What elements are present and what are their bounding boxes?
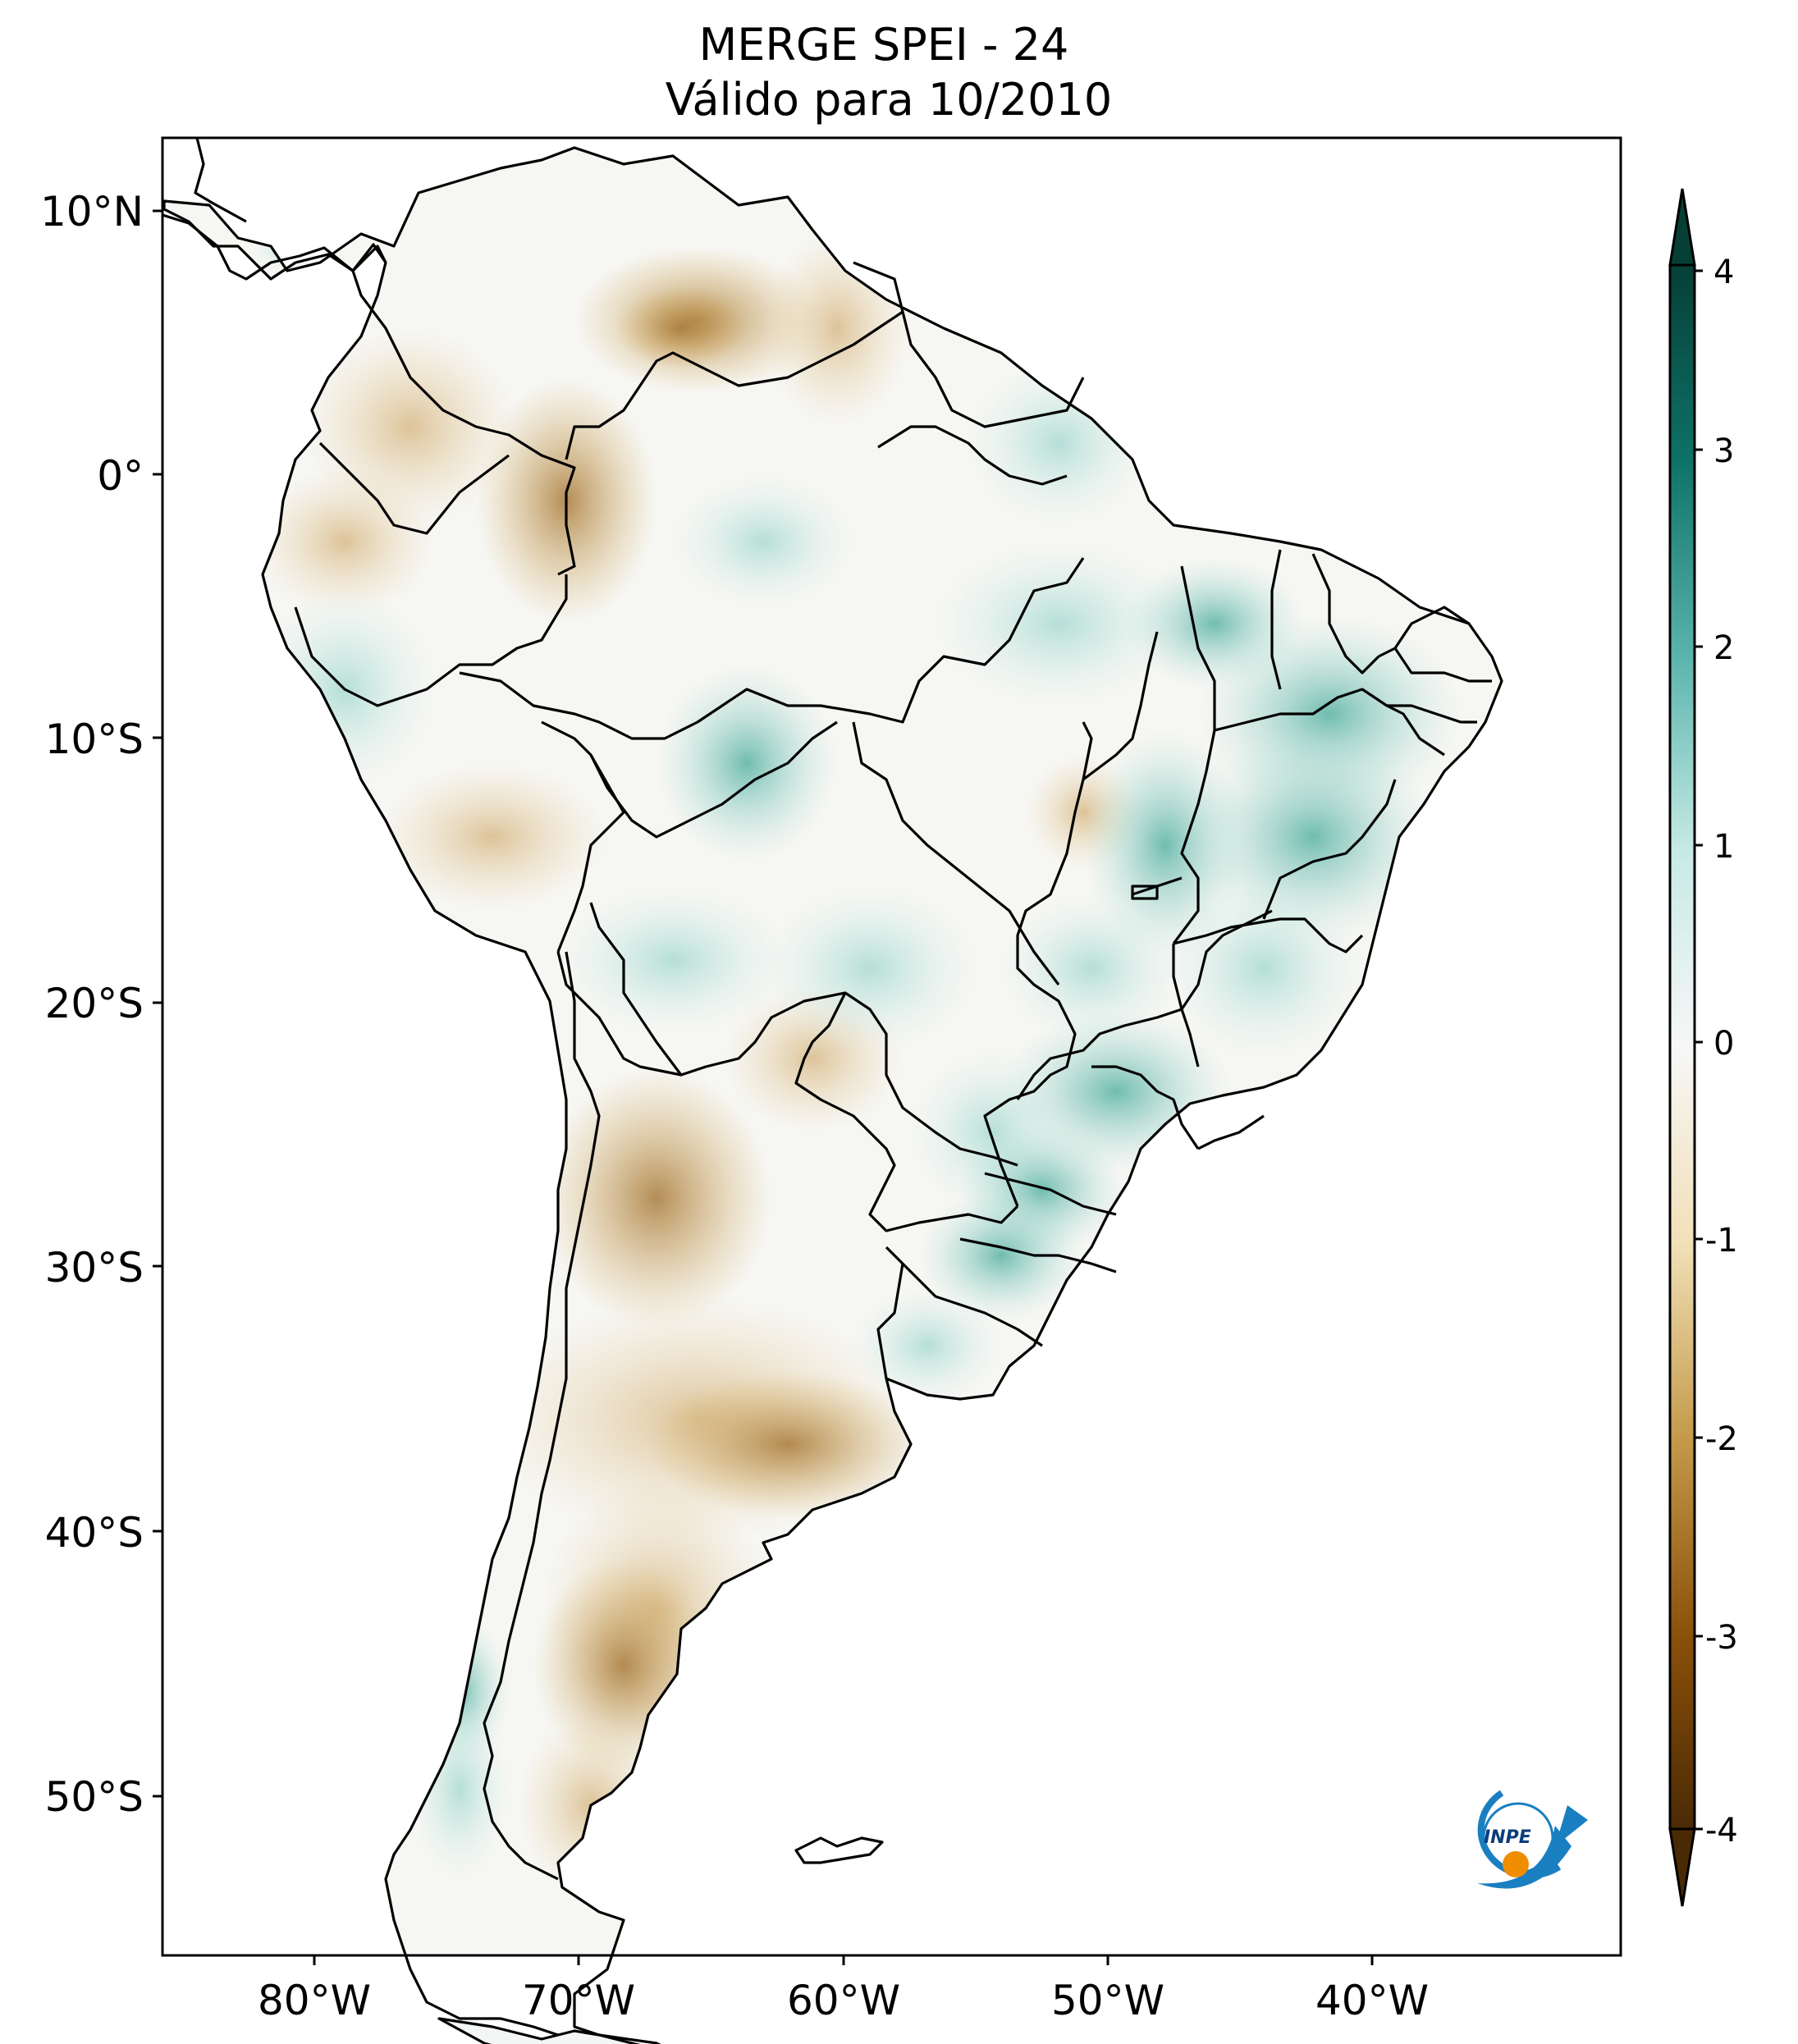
colorbar-tick: 2: [1713, 629, 1734, 667]
colorbar-tick: 0: [1713, 1025, 1734, 1063]
tick-marks: [153, 209, 1374, 1965]
colorbar-tick: 1: [1713, 828, 1734, 866]
lon-label: 40°W: [1315, 1977, 1429, 2024]
colorbar-tick: 4: [1713, 254, 1734, 291]
colorbar-tick: -3: [1705, 1619, 1738, 1657]
colorbar-max-extend: [1668, 188, 1696, 267]
lon-label: 70°W: [522, 1977, 635, 2024]
colorbar-gradient: [1668, 263, 1696, 1831]
colorbar-tick: -4: [1705, 1812, 1738, 1850]
lon-label: 60°W: [787, 1977, 900, 2024]
lon-label: 80°W: [258, 1977, 371, 2024]
map-panel: 10°N 0° 10°S 20°S 30°S 40°S 50°S 80°W 70…: [40, 136, 1622, 2044]
lon-label: 50°W: [1051, 1977, 1164, 2024]
sun-icon: [1503, 1851, 1529, 1877]
latitude-labels: 10°N 0° 10°S 20°S 30°S 40°S 50°S: [40, 188, 144, 1821]
lat-label: 0°: [97, 452, 144, 500]
lat-label: 10°S: [45, 716, 144, 763]
longitude-labels: 80°W 70°W 60°W 50°W 40°W: [258, 1977, 1429, 2024]
lat-label: 10°N: [40, 188, 144, 235]
colorbar-tick: 3: [1713, 432, 1734, 470]
central-america-coast: [162, 137, 387, 281]
colorbar-min-extend: [1668, 1827, 1696, 1907]
svg-text:INPE: INPE: [1484, 1827, 1531, 1848]
colorbar: 4 3 2 1 0 -1 -2 -3 -4: [1668, 188, 1738, 1907]
falkland-islands: [794, 1836, 884, 1864]
lat-label: 40°S: [45, 1509, 144, 1557]
political-borders: [294, 261, 1492, 1379]
tierra-del-fuego: [437, 2017, 641, 2044]
colorbar-tick: -2: [1705, 1420, 1738, 1458]
chile-argentina-border: [483, 951, 601, 1881]
colorbar-tick: -1: [1705, 1222, 1738, 1260]
map-subtitle: Válido para 10/2010: [666, 74, 1112, 126]
lat-label: 20°S: [45, 980, 144, 1027]
lat-label: 50°S: [45, 1773, 144, 1821]
inpe-logo: INPE: [1477, 1790, 1588, 1889]
map-frame: [161, 136, 1622, 1957]
map-title: MERGE SPEI - 24: [699, 19, 1069, 71]
lat-label: 30°S: [45, 1244, 144, 1292]
